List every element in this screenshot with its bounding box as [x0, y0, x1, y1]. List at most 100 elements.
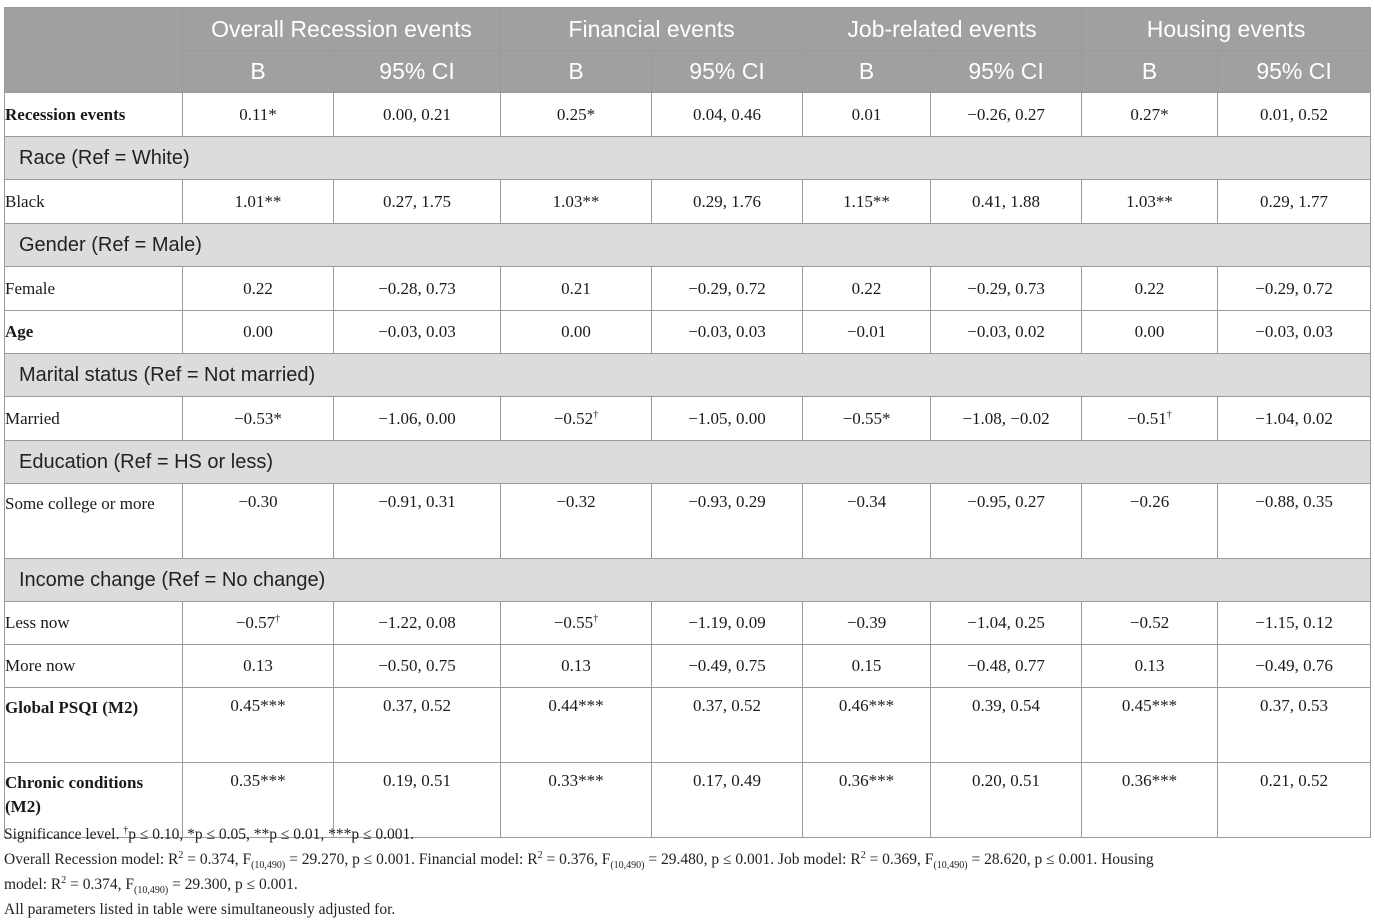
- section-row-education: Education (Ref = HS or less): [3, 440, 1372, 484]
- table-row: Married −0.53* −1.06, 0.00 −0.52† −1.05,…: [4, 396, 1372, 441]
- cell-ci: −0.29, 0.72: [651, 266, 804, 311]
- cell-b: 0.00: [500, 310, 653, 354]
- row-label: Less now: [4, 601, 183, 645]
- table-row: Chronic conditions (M2) 0.35*** 0.19, 0.…: [4, 762, 1372, 838]
- cell-b: 0.22: [182, 266, 334, 311]
- footnote-text: = 28.620, p ≤ 0.001. Housing: [967, 851, 1154, 868]
- header-group-housing: Housing events: [1081, 7, 1372, 51]
- cell-ci: −1.04, 0.02: [1217, 396, 1372, 441]
- cell-b: −0.52: [1081, 601, 1219, 645]
- cell-ci: 0.20, 0.51: [930, 762, 1083, 838]
- section-row-marital: Marital status (Ref = Not married): [3, 353, 1372, 397]
- subscript: (10,490): [610, 860, 645, 872]
- cell-ci: −0.50, 0.75: [332, 644, 502, 688]
- header-sub-ci: 95% CI: [651, 50, 804, 93]
- header-sub-ci: 95% CI: [332, 50, 502, 93]
- cell-b-value: −0.52: [553, 408, 594, 428]
- cell-b: 0.11*: [182, 92, 334, 137]
- dagger-mark: †: [593, 408, 599, 420]
- cell-b: 0.25*: [500, 92, 653, 137]
- cell-b: 0.13: [182, 644, 334, 688]
- cell-b: 1.03**: [1081, 179, 1219, 224]
- cell-ci: −1.15, 0.12: [1217, 601, 1372, 645]
- table-row: Age 0.00 −0.03, 0.03 0.00 −0.03, 0.03 −0…: [4, 310, 1372, 354]
- cell-b: 0.01: [802, 92, 932, 137]
- header-group-job: Job-related events: [802, 7, 1083, 51]
- cell-ci: −1.22, 0.08: [332, 601, 502, 645]
- cell-ci: −0.95, 0.27: [930, 483, 1083, 559]
- cell-ci: −1.04, 0.25: [930, 601, 1083, 645]
- cell-ci: 0.37, 0.53: [1217, 687, 1372, 763]
- cell-ci: −0.88, 0.35: [1217, 483, 1372, 559]
- cell-b-value: −0.55: [553, 613, 594, 632]
- cell-b-value: −0.51: [1127, 408, 1167, 428]
- header-group-financial: Financial events: [500, 7, 804, 51]
- cell-ci: −0.03, 0.03: [1217, 310, 1372, 354]
- cell-b: 0.22: [1081, 266, 1219, 311]
- cell-b: 0.45***: [1081, 687, 1219, 763]
- row-label: Recession events: [4, 92, 183, 137]
- cell-ci: 0.17, 0.49: [651, 762, 804, 838]
- footnote-text: p ≤ 0.10, *p ≤ 0.05, **p ≤ 0.01, ***p ≤ …: [128, 826, 415, 843]
- footnote-significance: Significance level. †p ≤ 0.10, *p ≤ 0.05…: [4, 822, 1372, 847]
- row-label: More now: [4, 644, 183, 688]
- cell-ci: −0.03, 0.02: [930, 310, 1083, 354]
- cell-b: 0.46***: [802, 687, 932, 763]
- row-label: Age: [4, 310, 183, 354]
- header-sub-ci: 95% CI: [1217, 50, 1372, 93]
- cell-ci: −0.49, 0.76: [1217, 644, 1372, 688]
- cell-b: 1.15**: [802, 179, 932, 224]
- cell-b: 0.33***: [500, 762, 653, 838]
- cell-b: 0.15: [802, 644, 932, 688]
- table-row: Global PSQI (M2) 0.45*** 0.37, 0.52 0.44…: [4, 687, 1372, 763]
- cell-b: −0.53*: [182, 396, 334, 441]
- cell-ci: −0.28, 0.73: [332, 266, 502, 311]
- section-row-race: Race (Ref = White): [3, 136, 1372, 180]
- cell-ci: −0.03, 0.03: [651, 310, 804, 354]
- cell-b: −0.55†: [500, 601, 653, 645]
- cell-ci: −1.19, 0.09: [651, 601, 804, 645]
- table-row: Black 1.01** 0.27, 1.75 1.03** 0.29, 1.7…: [4, 179, 1372, 224]
- cell-b: 0.27*: [1081, 92, 1219, 137]
- cell-ci: −1.08, −0.02: [930, 396, 1083, 441]
- cell-ci: 0.19, 0.51: [332, 762, 502, 838]
- footnote-text: Overall Recession model: R: [4, 851, 179, 868]
- cell-ci: 0.41, 1.88: [930, 179, 1083, 224]
- footnote-text: = 29.480, p ≤ 0.001. Job model: R: [644, 851, 861, 868]
- cell-b: −0.39: [802, 601, 932, 645]
- superscript: 2: [178, 849, 184, 861]
- cell-ci: −0.29, 0.73: [930, 266, 1083, 311]
- footnote-adjusted: All parameters listed in table were simu…: [4, 901, 396, 918]
- cell-ci: 0.04, 0.46: [651, 92, 804, 137]
- cell-b: −0.52†: [500, 396, 653, 441]
- row-label: Some college or more: [4, 483, 183, 559]
- cell-b: 0.21: [500, 266, 653, 311]
- superscript: 2: [61, 874, 67, 886]
- cell-b: −0.57†: [182, 601, 334, 645]
- header-sub-b: B: [500, 50, 653, 93]
- cell-b: 1.03**: [500, 179, 653, 224]
- cell-ci: −0.29, 0.72: [1217, 266, 1372, 311]
- cell-b: −0.01: [802, 310, 932, 354]
- cell-b: 0.22: [802, 266, 932, 311]
- cell-b: 0.00: [182, 310, 334, 354]
- footnote-text: = 0.374, F: [66, 876, 135, 893]
- subscript: (10,490): [251, 860, 286, 872]
- cell-b: −0.30: [182, 483, 334, 559]
- row-label: Married: [4, 396, 183, 441]
- cell-b: −0.34: [802, 483, 932, 559]
- cell-b: −0.51†: [1081, 396, 1219, 441]
- dagger-mark: †: [1166, 408, 1172, 420]
- row-label: Global PSQI (M2): [4, 687, 183, 763]
- footnote-text: = 0.374, F: [183, 851, 252, 868]
- cell-ci: 0.29, 1.76: [651, 179, 804, 224]
- table-footnotes: Significance level. †p ≤ 0.10, *p ≤ 0.05…: [4, 822, 1372, 922]
- cell-ci: 0.21, 0.52: [1217, 762, 1372, 838]
- cell-b: 0.13: [1081, 644, 1219, 688]
- footnote-text: = 0.369, F: [865, 851, 934, 868]
- table-row: More now 0.13 −0.50, 0.75 0.13 −0.49, 0.…: [4, 644, 1372, 688]
- cell-ci: −1.05, 0.00: [651, 396, 804, 441]
- cell-b: 0.00: [1081, 310, 1219, 354]
- cell-ci: −0.03, 0.03: [332, 310, 502, 354]
- table-row: Some college or more −0.30 −0.91, 0.31 −…: [4, 483, 1372, 559]
